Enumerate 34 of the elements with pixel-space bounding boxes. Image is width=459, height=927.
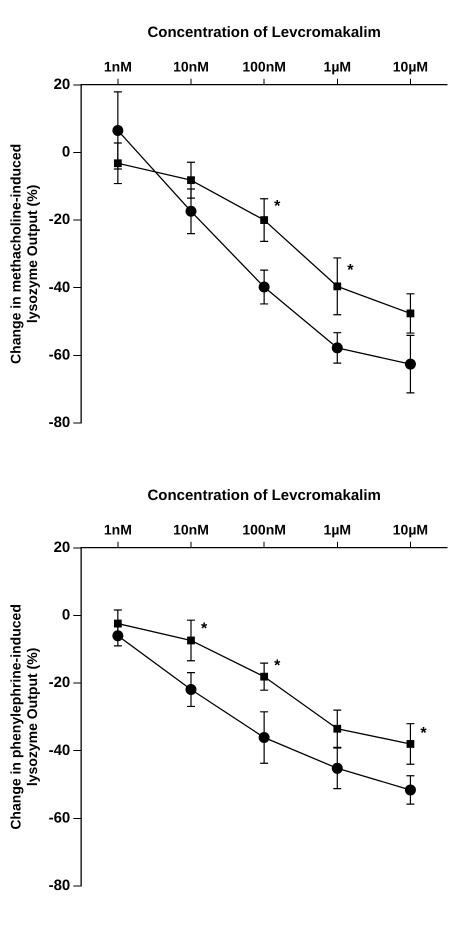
y-tick-label: 20 bbox=[54, 538, 70, 556]
point bbox=[406, 740, 414, 748]
y-tick-label: -60 bbox=[48, 810, 70, 826]
x-tick-label: 1µM bbox=[324, 521, 352, 538]
y-axis-title: Change in phenylephrine-induced lysozyme Output (%) bbox=[7, 604, 40, 830]
annotation: * bbox=[274, 658, 282, 675]
x-tick-label: 1nM bbox=[104, 521, 132, 538]
y-tick-label: -60 bbox=[48, 346, 70, 364]
x-axis-title: Concentration of Levcromakalim bbox=[147, 487, 381, 504]
y-tick-label: -40 bbox=[48, 278, 70, 296]
x-tick-label: 10nM bbox=[173, 521, 209, 538]
x-tick-label: 10µM bbox=[392, 58, 428, 74]
annotation: * bbox=[200, 620, 208, 638]
y-tick-label: -80 bbox=[48, 877, 70, 894]
y-tick-label: 0 bbox=[62, 144, 70, 161]
y-tick-label: 20 bbox=[54, 76, 70, 93]
y-tick-label: -40 bbox=[48, 742, 70, 759]
y-tick-label: 0 bbox=[62, 606, 70, 624]
x-tick-label: 1nM bbox=[104, 58, 132, 74]
point bbox=[406, 310, 414, 318]
annotation: * bbox=[274, 198, 282, 215]
y-tick-label: -80 bbox=[48, 414, 70, 432]
x-tick-label: 10µM bbox=[392, 521, 428, 538]
x-tick-label: 1µM bbox=[324, 58, 352, 74]
x-axis-title: Concentration of Levcromakalim bbox=[147, 24, 381, 42]
y-axis-title: Change in methacholine-induced lysozyme Output (%) bbox=[7, 144, 40, 364]
y-tick-label: -20 bbox=[48, 674, 70, 692]
annotation: * bbox=[420, 725, 428, 742]
y-tick-label: -20 bbox=[48, 211, 70, 228]
x-tick-label: 10nM bbox=[173, 58, 209, 74]
point bbox=[187, 636, 195, 644]
x-tick-label: 100nM bbox=[242, 521, 286, 538]
x-tick-label: 100nM bbox=[242, 58, 286, 74]
annotation: * bbox=[347, 262, 354, 280]
